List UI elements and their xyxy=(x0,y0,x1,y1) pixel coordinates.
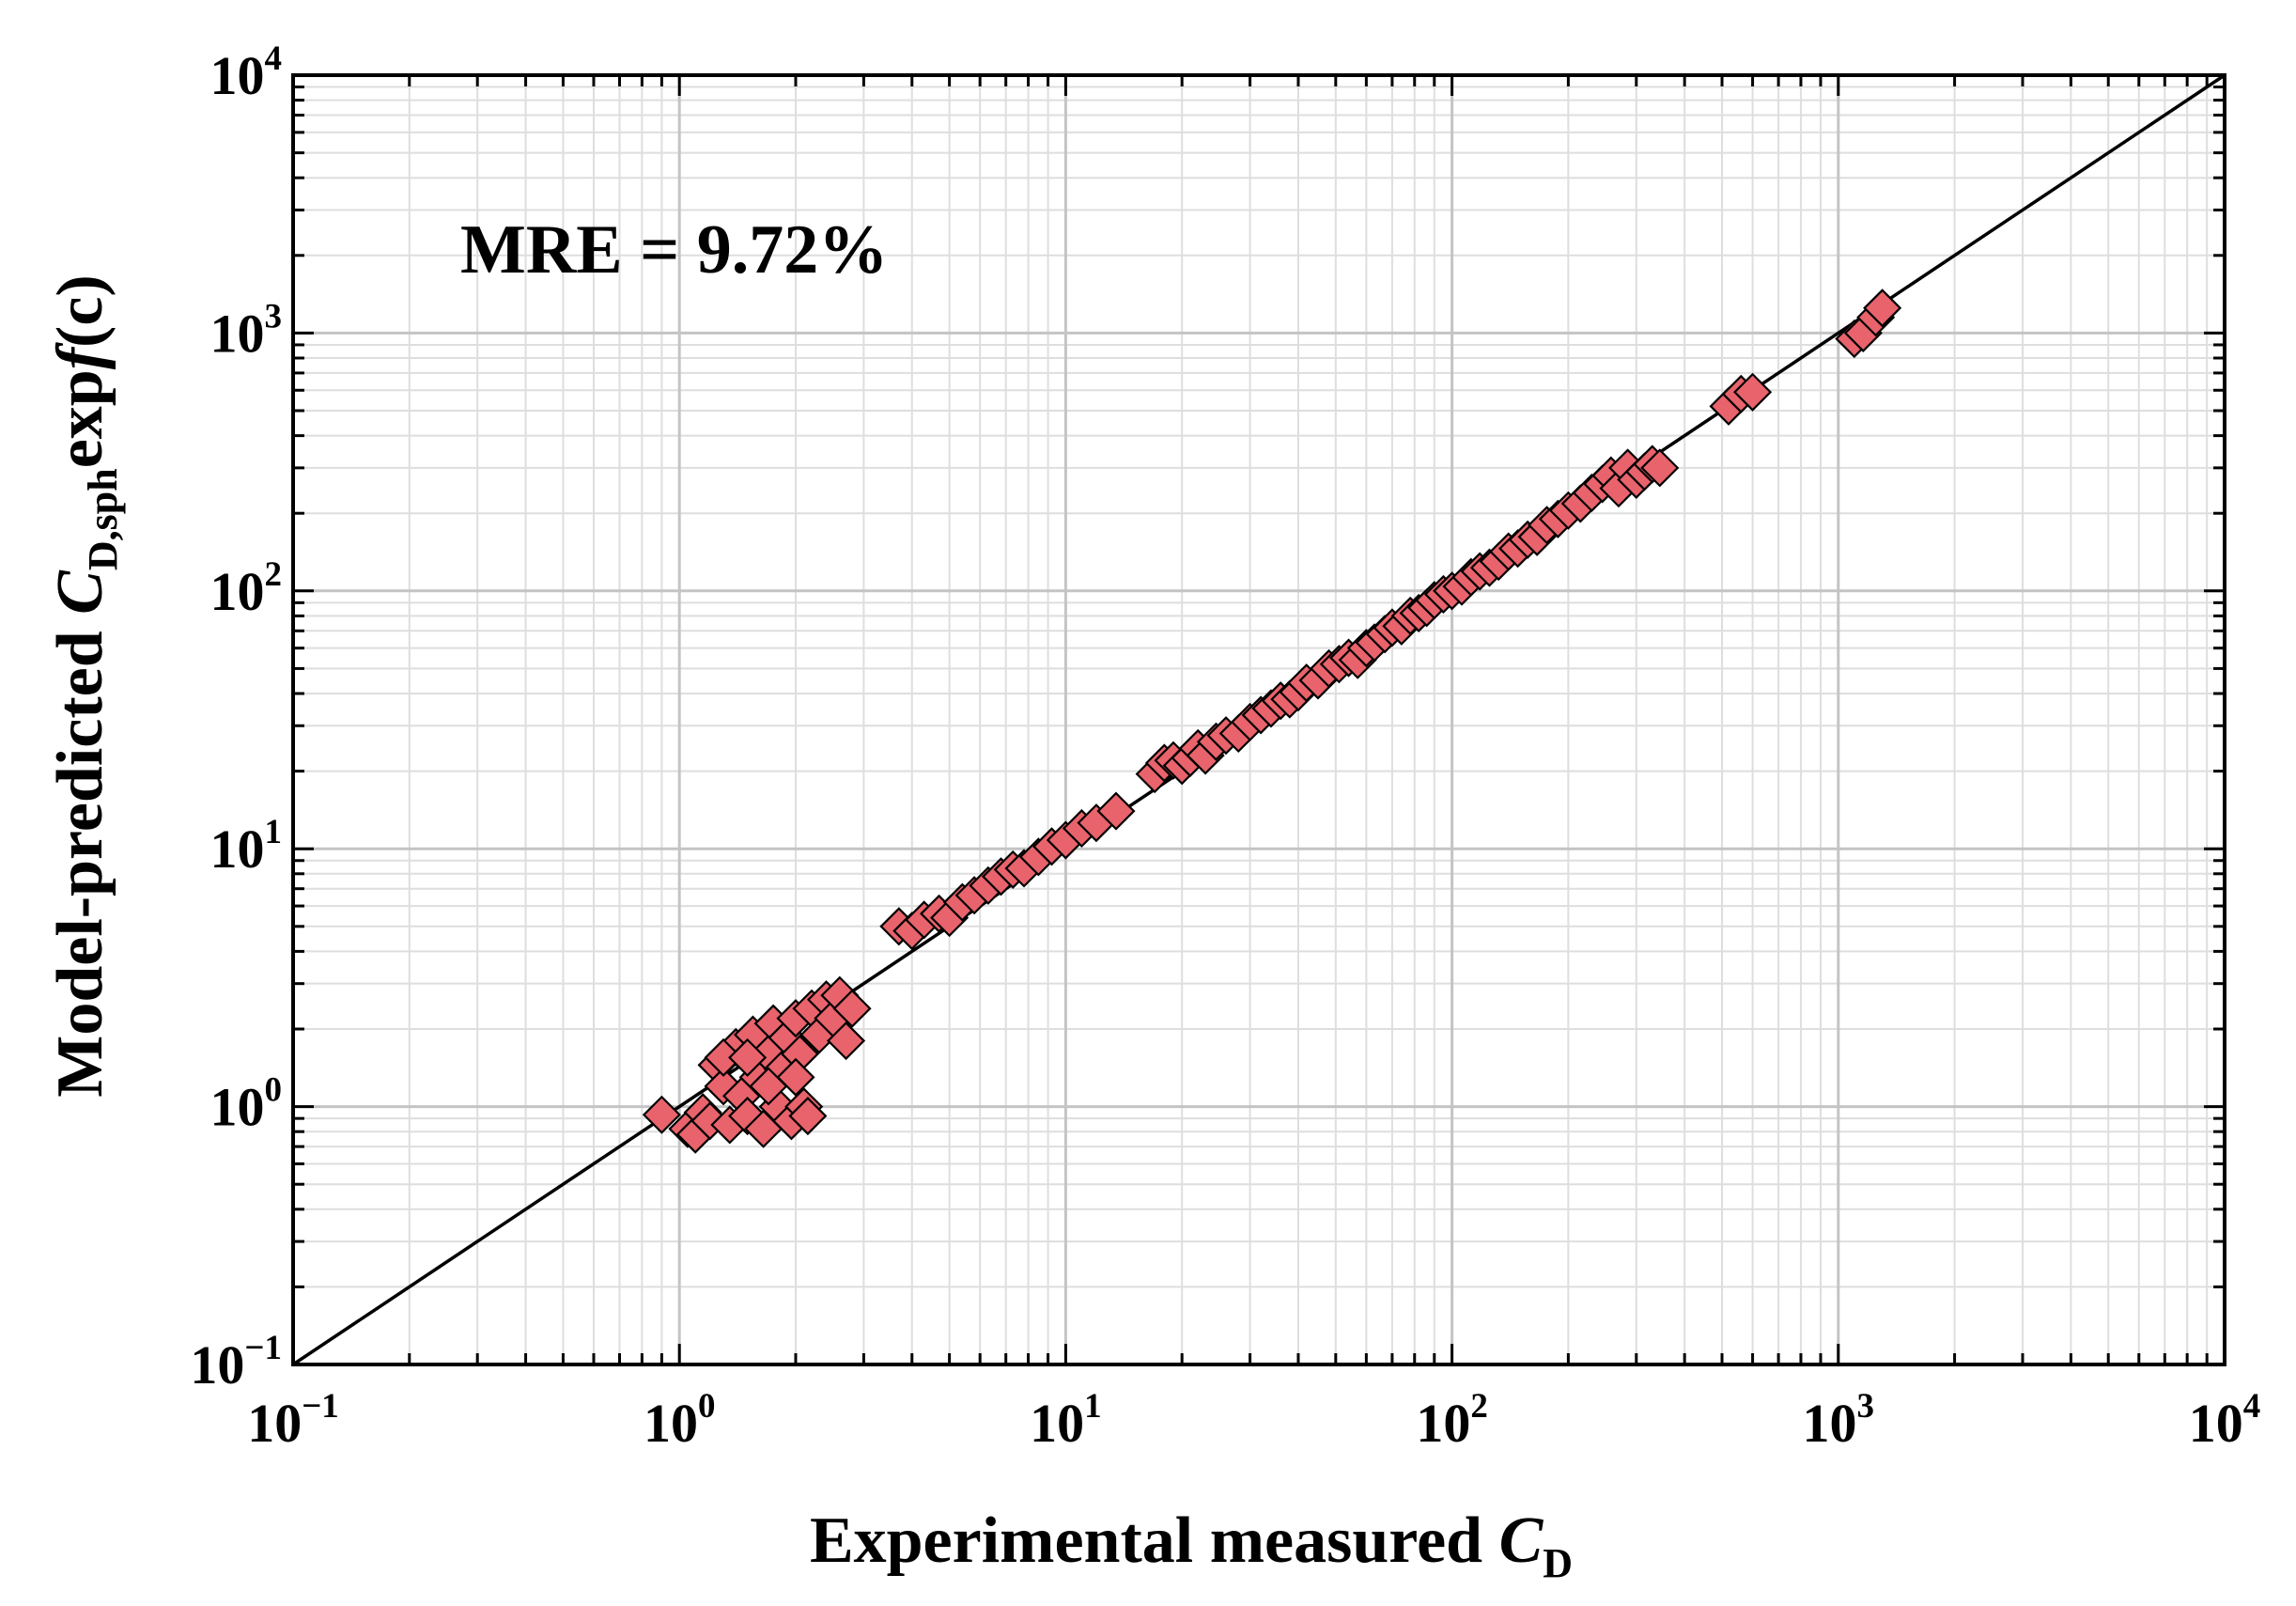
y-tick-label: 103 xyxy=(210,297,283,364)
x-title-sub: D xyxy=(1543,1540,1573,1586)
tick-exponent: 0 xyxy=(265,1071,283,1110)
y-axis-title: Model-predicted CD,sphexpf(c) xyxy=(44,274,126,1097)
data-point xyxy=(1096,791,1136,831)
data-point xyxy=(1733,372,1773,412)
y-title-tail: exp xyxy=(44,369,116,468)
y-tick-label: 101 xyxy=(210,813,283,880)
tick-base: 10 xyxy=(210,45,265,106)
tick-base: 10 xyxy=(2189,1393,2243,1454)
tick-exponent: 1 xyxy=(265,813,283,851)
tick-exponent: 3 xyxy=(265,297,283,335)
tick-exponent: 4 xyxy=(2243,1387,2261,1426)
minor-gridlines xyxy=(293,75,2225,1364)
y-tick-label: 100 xyxy=(210,1071,283,1138)
x-title-var: C xyxy=(1499,1505,1544,1577)
x-tick-label: 101 xyxy=(1030,1387,1102,1454)
tick-exponent: 3 xyxy=(1857,1387,1875,1426)
tick-exponent: −1 xyxy=(244,1329,282,1367)
y-tick-label: 102 xyxy=(210,555,283,622)
y-title-sub: D,sph xyxy=(80,468,126,570)
tick-exponent: 2 xyxy=(265,555,283,594)
data-points xyxy=(642,288,1902,1154)
x-title-main: Experimental measured xyxy=(810,1505,1499,1577)
y-title-var: C xyxy=(44,569,116,615)
tick-base: 10 xyxy=(247,1393,302,1454)
tick-base: 10 xyxy=(210,819,265,880)
y-tick-label: 10−1 xyxy=(190,1329,282,1396)
data-point xyxy=(788,1096,828,1136)
tick-exponent: 2 xyxy=(1470,1387,1488,1426)
tick-base: 10 xyxy=(210,561,265,622)
data-point xyxy=(728,1037,768,1077)
y-title-main: Model-predicted xyxy=(44,615,116,1098)
mre-annotation: MRE = 9.72% xyxy=(460,211,888,288)
data-point xyxy=(642,1095,681,1134)
tick-exponent: 4 xyxy=(265,39,283,78)
data-point xyxy=(1863,288,1902,328)
tick-exponent: −1 xyxy=(302,1387,339,1426)
data-point xyxy=(832,989,872,1028)
x-tick-label: 103 xyxy=(1803,1387,1875,1454)
x-axis-title: Experimental measured CD xyxy=(810,1505,1573,1586)
x-tick-label: 100 xyxy=(644,1387,716,1454)
tick-base: 10 xyxy=(1416,1393,1470,1454)
y-title-arg: (c) xyxy=(44,274,116,348)
plot-frame xyxy=(291,73,2226,1366)
data-point xyxy=(1640,448,1680,488)
x-tick-label: 102 xyxy=(1416,1387,1488,1454)
data-point xyxy=(776,1057,815,1097)
x-tick-labels: 10−1 100 101 102 103 104 xyxy=(247,1387,2260,1454)
tick-base: 10 xyxy=(644,1393,698,1454)
tick-exponent: 1 xyxy=(1084,1387,1102,1426)
tick-exponent: 0 xyxy=(698,1387,716,1426)
tick-base: 10 xyxy=(210,1077,265,1138)
axis-ticks xyxy=(291,73,2226,1366)
x-tick-label: 10−1 xyxy=(247,1387,339,1454)
tick-base: 10 xyxy=(1803,1393,1857,1454)
x-tick-label: 104 xyxy=(2189,1387,2261,1454)
tick-base: 10 xyxy=(1030,1393,1084,1454)
y-tick-label: 104 xyxy=(210,39,283,106)
data-point xyxy=(827,1021,866,1061)
tick-base: 10 xyxy=(190,1334,244,1396)
tick-base: 10 xyxy=(210,303,265,364)
